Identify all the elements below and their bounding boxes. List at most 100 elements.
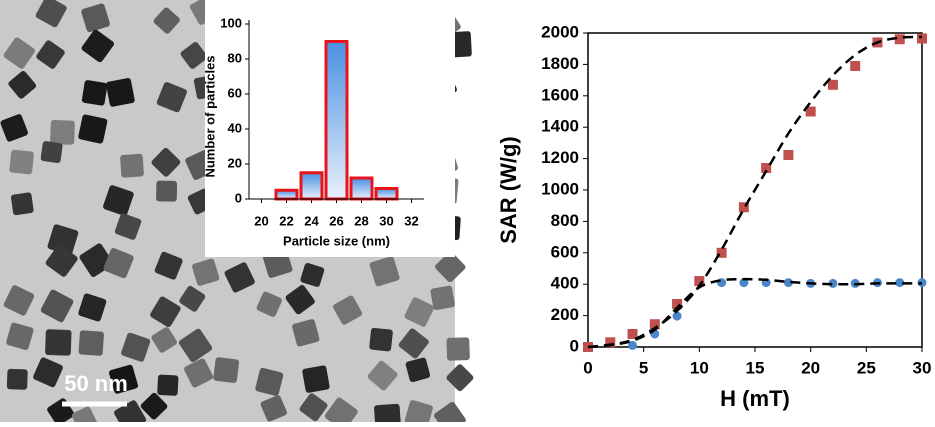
particle bbox=[367, 360, 398, 391]
particle bbox=[256, 291, 282, 317]
particle bbox=[446, 337, 470, 361]
particle bbox=[33, 357, 63, 388]
particle bbox=[192, 258, 220, 286]
particle bbox=[114, 213, 142, 240]
x-tick-label: 30 bbox=[379, 213, 393, 228]
marker bbox=[694, 276, 705, 287]
particle bbox=[151, 327, 177, 353]
x-tick-label: 10 bbox=[690, 358, 709, 377]
particle bbox=[78, 114, 108, 144]
y-axis-label: Number of particles bbox=[202, 55, 217, 177]
x-axis-label: Particle size (nm) bbox=[283, 233, 390, 248]
marker bbox=[783, 278, 793, 288]
marker bbox=[738, 202, 749, 213]
particle bbox=[224, 262, 255, 293]
y-tick-label: 1200 bbox=[541, 148, 579, 167]
x-axis-label: H (mT) bbox=[720, 386, 790, 411]
fit-line bbox=[587, 277, 922, 349]
bar bbox=[374, 187, 399, 201]
particle bbox=[81, 29, 115, 63]
y-tick-label: 0 bbox=[570, 336, 579, 355]
marker bbox=[672, 311, 682, 321]
particle bbox=[369, 327, 393, 352]
particle bbox=[36, 40, 65, 69]
plot-frame bbox=[587, 32, 923, 348]
particle bbox=[40, 141, 63, 164]
particle bbox=[45, 244, 78, 277]
marker bbox=[850, 60, 861, 71]
x-tick-label: 26 bbox=[329, 213, 343, 228]
particle bbox=[285, 285, 315, 315]
marker bbox=[628, 340, 638, 350]
particle bbox=[0, 114, 28, 142]
x-tick-label: 24 bbox=[304, 213, 319, 228]
particle bbox=[35, 0, 67, 28]
x-tick-label: 0 bbox=[583, 358, 592, 377]
particle bbox=[6, 368, 28, 390]
y-tick-label: 800 bbox=[551, 211, 579, 230]
y-tick-label: 400 bbox=[551, 274, 579, 293]
particle bbox=[78, 293, 107, 322]
x-tick-label: 32 bbox=[404, 213, 418, 228]
y-tick-label: 1400 bbox=[541, 117, 579, 136]
particle bbox=[151, 147, 181, 177]
bar bbox=[274, 188, 299, 201]
particle bbox=[299, 393, 328, 422]
x-tick-label: 22 bbox=[279, 213, 293, 228]
y-tick-label: 100 bbox=[220, 15, 242, 30]
particle bbox=[374, 403, 401, 427]
x-tick-label: 25 bbox=[857, 358, 876, 377]
particle bbox=[3, 37, 35, 69]
y-tick-label: 20 bbox=[228, 155, 242, 170]
particle bbox=[398, 328, 429, 359]
particle bbox=[369, 256, 400, 287]
particle bbox=[179, 285, 206, 312]
marker bbox=[805, 106, 816, 117]
marker bbox=[761, 163, 772, 174]
particle bbox=[292, 319, 320, 347]
particle bbox=[50, 120, 75, 145]
particle bbox=[9, 149, 34, 175]
x-tick-label: 28 bbox=[354, 213, 368, 228]
y-tick-label: 2000 bbox=[541, 22, 579, 41]
fit-line bbox=[587, 35, 923, 349]
y-tick-label: 1000 bbox=[541, 179, 579, 198]
bar bbox=[349, 176, 374, 201]
marker bbox=[895, 278, 905, 288]
particle bbox=[140, 392, 168, 420]
x-tick-label: 15 bbox=[746, 358, 765, 377]
y-tick-label: 80 bbox=[228, 50, 242, 65]
marker bbox=[894, 34, 905, 45]
particle bbox=[45, 329, 72, 356]
y-tick-label: 1600 bbox=[541, 85, 579, 104]
particle bbox=[300, 263, 325, 287]
particle bbox=[213, 357, 240, 383]
particle bbox=[81, 3, 110, 33]
y-tick-label: 0 bbox=[235, 190, 242, 205]
particle bbox=[40, 289, 74, 323]
particle bbox=[184, 358, 214, 388]
particle bbox=[121, 332, 151, 362]
particle bbox=[404, 297, 434, 327]
marker bbox=[627, 328, 638, 339]
particle bbox=[3, 285, 35, 316]
particle bbox=[446, 364, 474, 392]
marker bbox=[605, 337, 616, 348]
particle bbox=[106, 78, 135, 107]
particle bbox=[180, 41, 208, 69]
particle bbox=[47, 224, 79, 255]
particle bbox=[150, 296, 181, 328]
marker bbox=[649, 319, 660, 330]
y-axis-label: SAR (W/g) bbox=[496, 136, 521, 244]
particle bbox=[435, 251, 466, 283]
particle bbox=[430, 285, 455, 311]
particle bbox=[156, 82, 187, 113]
y-tick-label: 1800 bbox=[541, 54, 579, 73]
particle bbox=[78, 330, 104, 356]
particle bbox=[405, 357, 431, 383]
bar bbox=[299, 171, 324, 201]
y-tick-label: 600 bbox=[551, 242, 579, 261]
particle bbox=[156, 180, 178, 202]
x-tick-label: 30 bbox=[913, 358, 932, 377]
